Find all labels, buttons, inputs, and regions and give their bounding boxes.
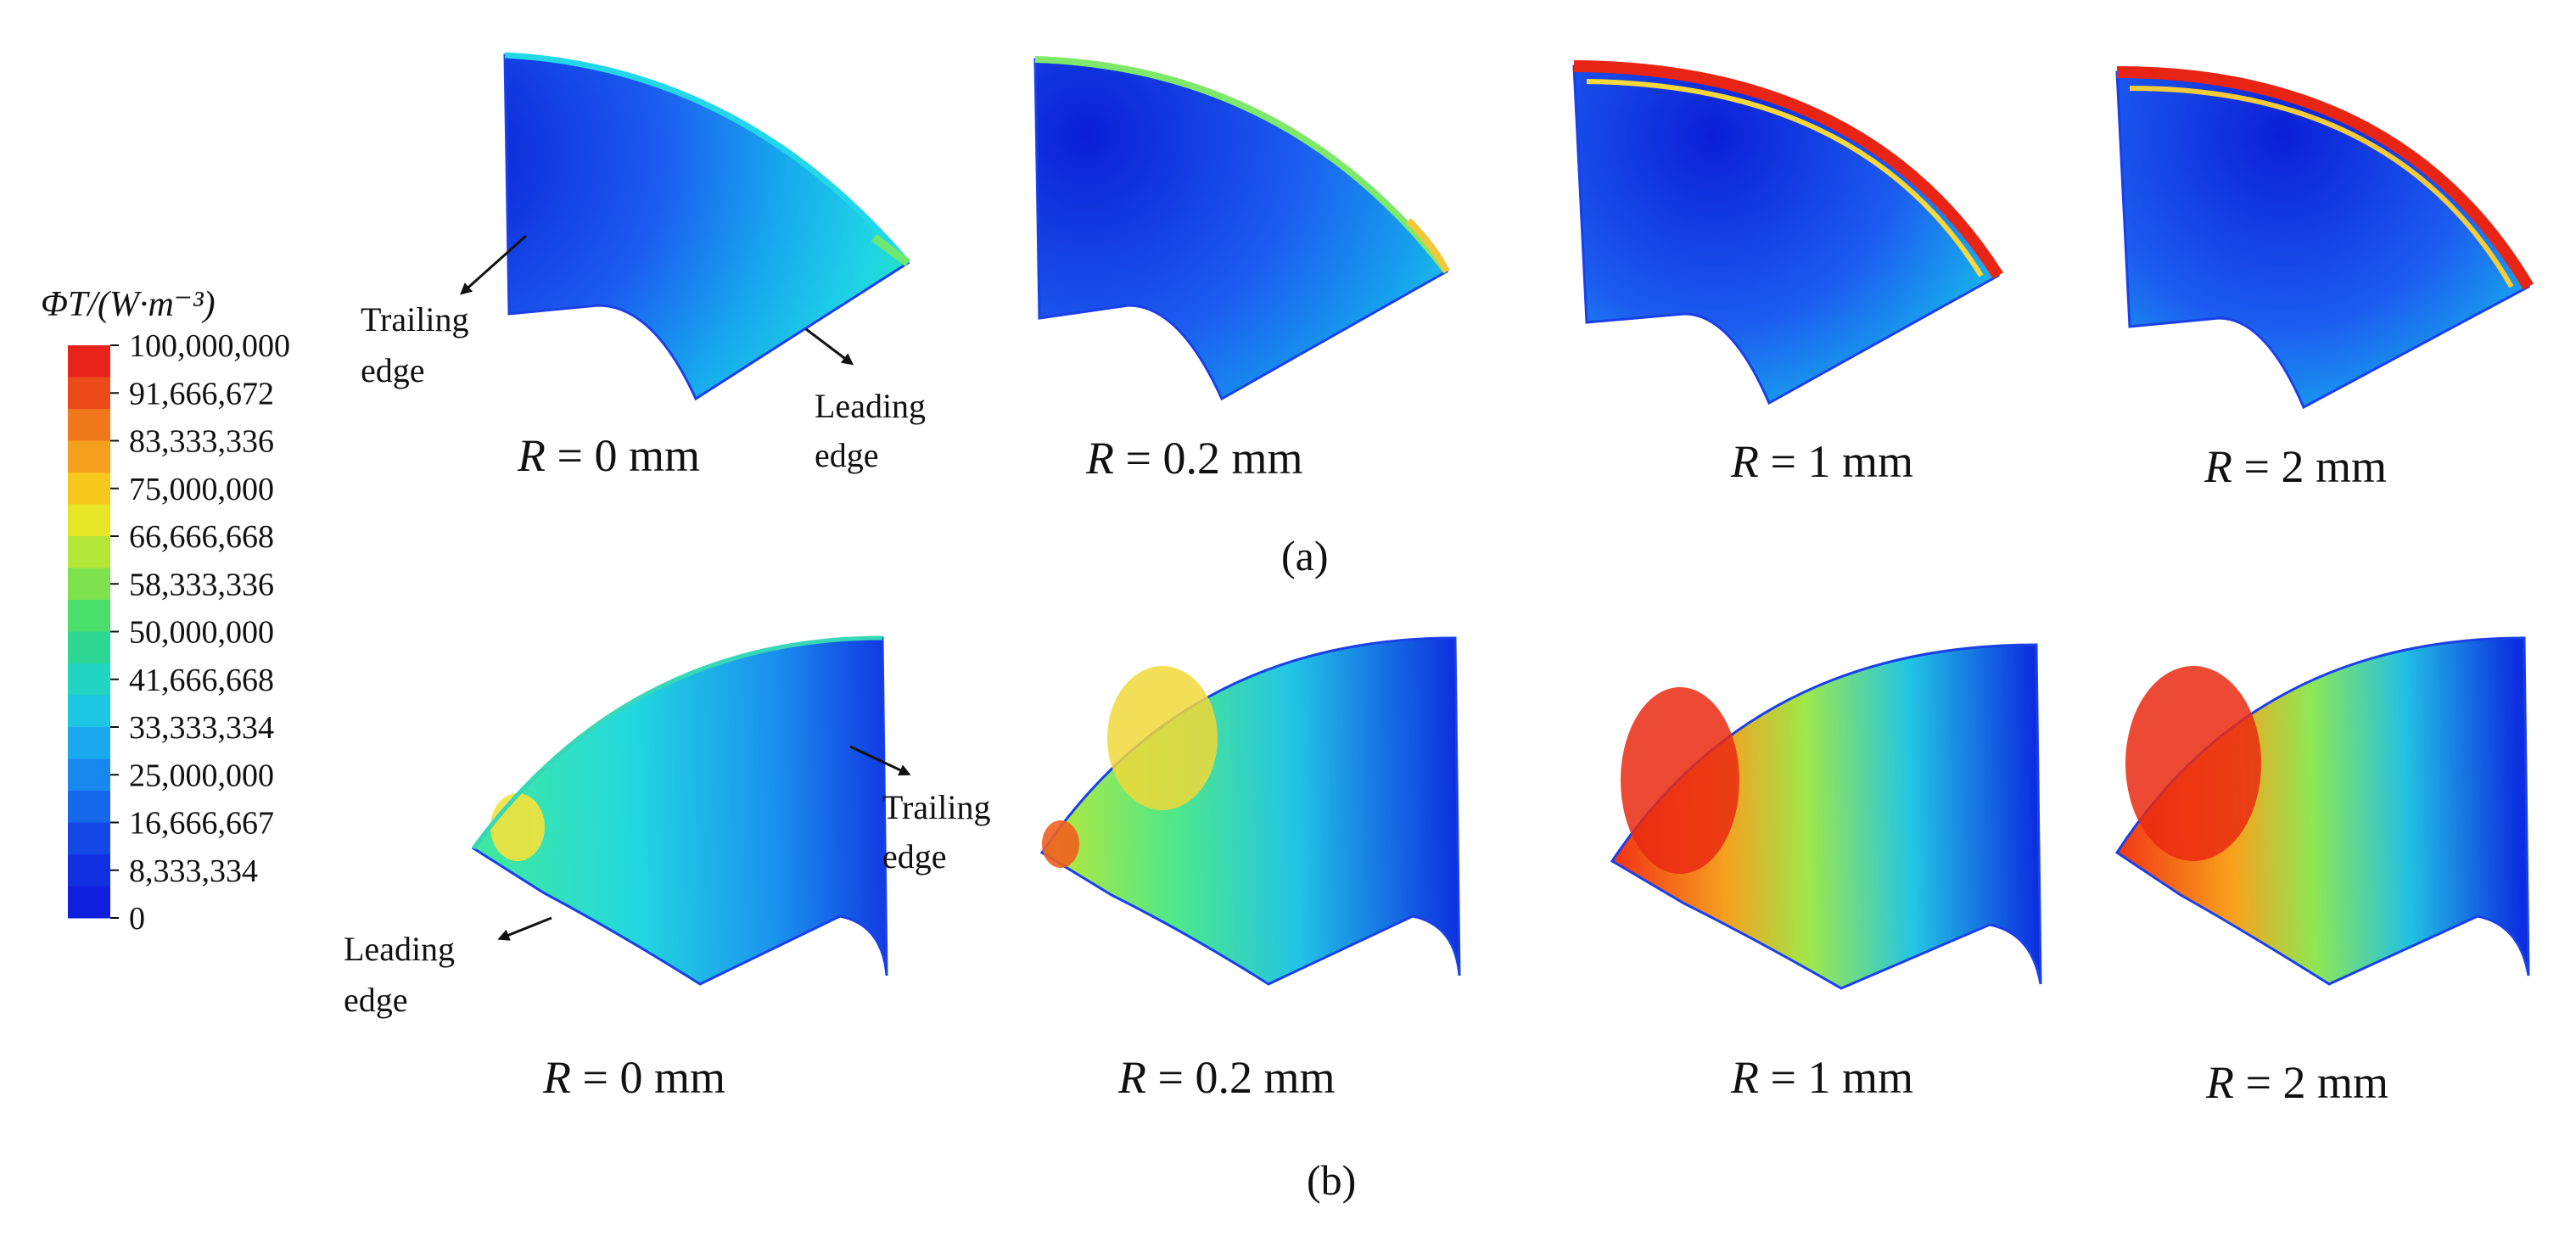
- colorbar-swatches: [68, 345, 110, 919]
- colorbar-tick-label: 25,000,000: [129, 758, 274, 793]
- colorbar-tick-label: 91,666,672: [129, 376, 274, 411]
- colorbar-swatch: [68, 854, 110, 887]
- trailing-edge-label-b-line2: edge: [882, 837, 947, 876]
- colorbar: ΦT/(W·m⁻³) 100,000,000 91,666,672 83,333,3…: [41, 285, 290, 937]
- r-symbol: R: [1117, 1052, 1146, 1103]
- colorbar-tick-labels: 100,000,000 91,666,672 83,333,336 75,000,00…: [110, 328, 290, 937]
- colorbar-tick-label: 0: [129, 901, 145, 937]
- r-symbol: R: [1730, 436, 1759, 487]
- leading-edge-label-b-line2: edge: [344, 981, 408, 1019]
- trailing-edge-label-a-line2: edge: [361, 351, 425, 389]
- colorbar-swatch: [68, 600, 110, 632]
- r-label-b0: = 0 mm: [571, 1052, 725, 1103]
- arrow-trailing-edge-b: [849, 745, 911, 776]
- arrow-leading-edge-a: [805, 327, 854, 366]
- colorbar-tick-label: 16,666,667: [129, 806, 274, 842]
- svg-text:R = 1 mm: R = 1 mm: [1730, 436, 1913, 487]
- panel-a-R2: [2115, 66, 2534, 410]
- panel-b-R0.2: [1039, 636, 1461, 986]
- colorbar-swatch: [68, 377, 110, 410]
- r-label-b3: = 2 mm: [2234, 1057, 2388, 1108]
- colorbar-swatch: [68, 663, 110, 696]
- r-symbol: R: [2204, 441, 2232, 492]
- colorbar-swatch: [68, 758, 110, 792]
- colorbar-tick-label: 58,333,336: [129, 567, 274, 602]
- panel-b-R2: [2114, 636, 2530, 986]
- panel-label-b: (b): [1307, 1156, 1356, 1204]
- colorbar-tick-label: 8,333,334: [129, 853, 258, 889]
- panel-a-R1: [1572, 60, 2003, 406]
- trailing-edge-label-b-line1: Trailing: [882, 788, 990, 826]
- arrow-trailing-edge-a: [460, 234, 527, 295]
- colorbar-tick-label: 50,000,000: [129, 615, 274, 651]
- colorbar-swatch: [68, 695, 110, 728]
- svg-text:R = 0.2 mm: R = 0.2 mm: [1085, 433, 1302, 484]
- colorbar-swatch: [68, 568, 110, 601]
- svg-text:R = 1 mm: R = 1 mm: [1730, 1052, 1913, 1103]
- colorbar-swatch: [68, 886, 110, 919]
- leading-edge-label-a-line1: Leading: [815, 387, 926, 425]
- arrow-leading-edge-b: [497, 916, 552, 941]
- colorbar-title: ΦT/(W·m⁻³): [41, 285, 216, 324]
- colorbar-swatch: [68, 504, 110, 537]
- colorbar-tick-label: 100,000,000: [129, 328, 290, 364]
- r-label-a3: = 2 mm: [2232, 441, 2387, 492]
- colorbar-swatch: [68, 345, 110, 378]
- svg-text:R = 0 mm: R = 0 mm: [517, 430, 700, 481]
- panel-b-R1: [1610, 643, 2042, 990]
- svg-text:R = 0.2 mm: R = 0.2 mm: [1117, 1052, 1335, 1103]
- colorbar-tick-label: 41,666,668: [129, 663, 274, 698]
- colorbar-swatch: [68, 409, 110, 441]
- panel-a-R0: [503, 52, 910, 401]
- r-labels-b: R = 0 mm R = 0.2 mm R = 1 mm R = 2 mm: [542, 1052, 2388, 1108]
- colorbar-tick-label: 66,666,668: [129, 519, 274, 555]
- r-symbol: R: [542, 1052, 571, 1103]
- r-symbol: R: [517, 430, 546, 481]
- leading-edge-label-a-line2: edge: [815, 436, 879, 474]
- svg-text:R = 2 mm: R = 2 mm: [2205, 1057, 2388, 1108]
- r-label-a0: = 0 mm: [546, 430, 700, 481]
- r-symbol: R: [1085, 433, 1114, 484]
- colorbar-swatch: [68, 791, 110, 823]
- r-labels-a: R = 0 mm R = 0.2 mm R = 1 mm R = 2 mm: [517, 430, 2387, 492]
- trailing-edge-label-a-line1: Trailing: [361, 300, 468, 338]
- panel-a-R0.2: [1033, 56, 1450, 401]
- r-label-b1: = 0.2 mm: [1146, 1052, 1335, 1103]
- svg-text:R = 2 mm: R = 2 mm: [2204, 441, 2387, 492]
- colorbar-tick-label: 33,333,334: [129, 710, 274, 746]
- colorbar-swatch: [68, 631, 110, 664]
- r-symbol: R: [2205, 1057, 2234, 1108]
- r-label-a1: = 0.2 mm: [1114, 433, 1302, 484]
- r-label-a2: = 1 mm: [1759, 436, 1913, 487]
- r-label-b2: = 1 mm: [1759, 1052, 1913, 1103]
- panel-label-a: (a): [1281, 532, 1329, 579]
- r-symbol: R: [1730, 1052, 1759, 1103]
- svg-text:R = 0 mm: R = 0 mm: [542, 1052, 725, 1103]
- annotation-arrows: [460, 234, 911, 941]
- leading-edge-label-b-line1: Leading: [344, 930, 455, 968]
- colorbar-tick-label: 75,000,000: [129, 472, 274, 507]
- panel-b-R0: [471, 635, 888, 986]
- colorbar-swatch: [68, 440, 110, 473]
- colorbar-swatch: [68, 727, 110, 759]
- colorbar-swatch: [68, 473, 110, 505]
- colorbar-swatch: [68, 822, 110, 855]
- colorbar-swatch: [68, 536, 110, 568]
- colorbar-tick-label: 83,333,336: [129, 424, 274, 460]
